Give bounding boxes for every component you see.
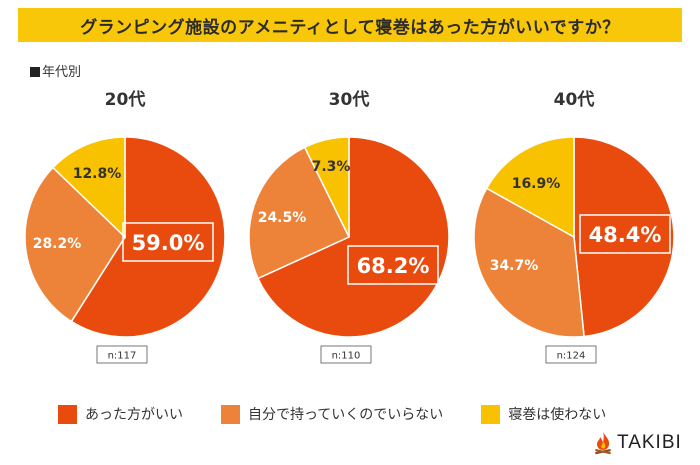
pie-slice	[70, 136, 226, 338]
legend-label: 寝巻は使わない	[508, 407, 607, 423]
pie-slice	[485, 136, 575, 239]
subtitle: 年代別	[30, 61, 81, 80]
chart-title-bar: グランピング施設のアメニティとして寝巻はあった方がいいですか？	[18, 8, 682, 42]
slice-label: 7.3%	[312, 159, 351, 175]
sample-size-label: n:117	[108, 351, 137, 362]
slice-label: 16.9%	[512, 176, 561, 192]
pie-chart-2: 40代 48.4% 34.7% 16.9% n:124	[473, 89, 675, 364]
highlight-box	[347, 245, 439, 285]
legend-item-dont-use: 寝巻は使わない	[481, 404, 606, 424]
legend-swatch	[221, 404, 240, 424]
pie-chart-0: 20代 59.0% 28.2% 12.8% n:117	[24, 89, 226, 364]
slice-label: 28.2%	[33, 236, 82, 252]
sample-size-box	[320, 345, 372, 364]
chart-title: グランピング施設のアメニティとして寝巻はあった方がいいですか？	[80, 17, 620, 38]
legend-label: あった方がいい	[85, 407, 183, 423]
pie-title: 20代	[105, 89, 146, 110]
pie-title: 40代	[554, 89, 595, 110]
brand-logo: TAKIBI	[592, 431, 682, 455]
pie-slice	[24, 166, 126, 323]
slice-label-main: 68.2%	[357, 254, 430, 278]
subtitle-text: 年代別	[42, 65, 82, 80]
legend-item-want: あった方がいい	[58, 404, 183, 424]
slice-label: 34.7%	[490, 258, 539, 274]
pie-slice	[256, 136, 450, 338]
slice-label: 24.5%	[258, 210, 307, 226]
slice-label-main: 48.4%	[589, 223, 662, 247]
legend-item-bring-own: 自分で持っていくのでいらない	[221, 404, 443, 424]
sample-size-box	[96, 345, 148, 364]
highlight-box	[579, 214, 671, 254]
pie-slice	[248, 146, 351, 280]
square-icon	[30, 67, 40, 77]
brand-name: TAKIBI	[617, 432, 682, 453]
legend-label: 自分で持っていくのでいらない	[248, 407, 444, 423]
legend-swatch	[481, 404, 501, 424]
pie-slice	[573, 136, 675, 338]
slice-label: 12.8%	[73, 166, 122, 182]
legend: あった方がいい 自分で持っていくのでいらない 寝巻は使わない	[58, 404, 644, 424]
pie-slice	[51, 136, 126, 239]
slice-label-main: 59.0%	[132, 231, 205, 255]
pie-charts: 20代 59.0% 28.2% 12.8% n:117 30代 68.2% 24.5% 7.3%…	[24, 89, 675, 364]
legend-swatch	[58, 404, 77, 424]
campfire-icon	[595, 432, 611, 455]
pie-slice	[473, 187, 585, 338]
sample-size-label: n:124	[557, 351, 586, 362]
pie-chart-1: 30代 68.2% 24.5% 7.3% n:110	[248, 89, 450, 364]
pie-title: 30代	[329, 89, 370, 110]
sample-size-label: n:110	[332, 351, 361, 362]
pie-slice	[303, 136, 350, 238]
highlight-box	[122, 222, 214, 262]
sample-size-box	[545, 345, 597, 364]
